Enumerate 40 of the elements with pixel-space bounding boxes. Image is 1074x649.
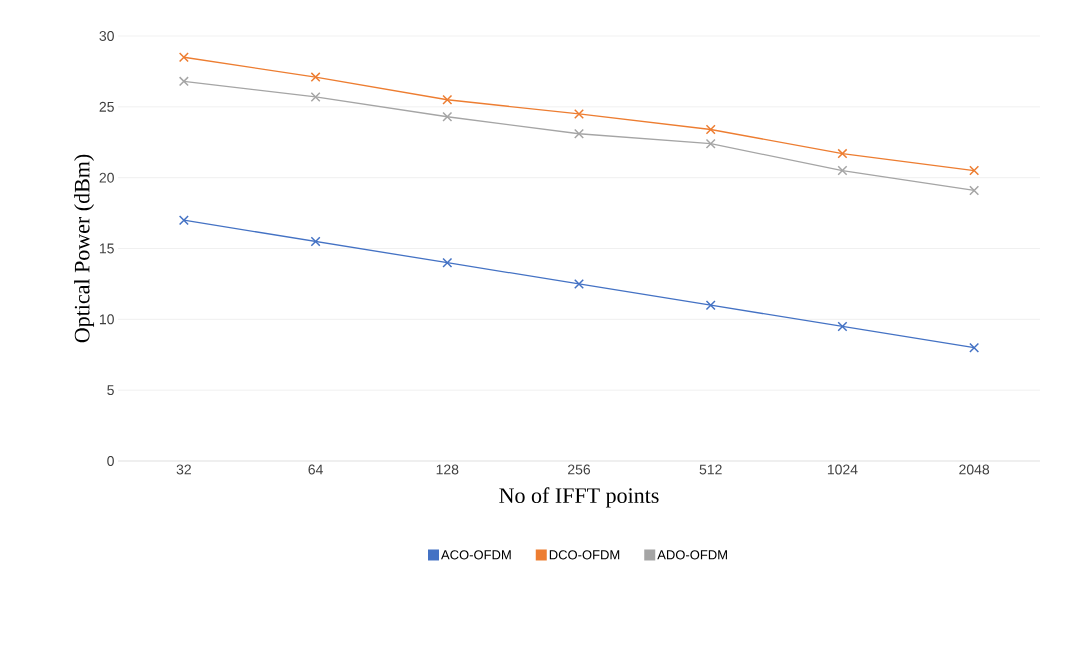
legend-label: ACO-OFDM xyxy=(441,550,511,560)
y-tick-label: 15 xyxy=(99,243,114,254)
y-tick-label: 25 xyxy=(99,101,114,112)
x-tick-label: 1024 xyxy=(827,464,858,475)
point xyxy=(705,300,716,311)
legend-label: ADO-OFDM xyxy=(657,550,727,560)
y-tick-label: 10 xyxy=(99,314,114,325)
x-tick-label: 512 xyxy=(699,464,722,475)
x-axis-title: No of IFFT points xyxy=(499,487,659,508)
point xyxy=(442,94,453,105)
x-tick-label: 256 xyxy=(568,464,591,475)
point xyxy=(178,52,189,63)
point xyxy=(705,138,716,149)
point xyxy=(969,342,980,353)
point xyxy=(442,111,453,122)
point xyxy=(969,165,980,176)
y-tick-label: 20 xyxy=(99,172,114,183)
x-tick-label: 64 xyxy=(308,464,323,475)
point xyxy=(310,72,321,83)
point xyxy=(442,257,453,268)
y-tick-label: 0 xyxy=(107,456,114,466)
x-tick-label: 32 xyxy=(176,464,191,475)
point xyxy=(969,185,980,196)
y-tick-label: 5 xyxy=(107,385,114,396)
point xyxy=(310,91,321,102)
point xyxy=(574,128,584,139)
y-axis-title: Optical Power (dBm) xyxy=(74,154,95,343)
point xyxy=(310,236,321,247)
legend-label: DCO-OFDM xyxy=(549,550,620,560)
x-tick-label: 2048 xyxy=(959,464,990,475)
point xyxy=(837,321,848,332)
x-tick-label: 128 xyxy=(436,464,459,475)
point xyxy=(178,76,189,87)
point xyxy=(178,215,189,226)
point xyxy=(574,278,584,289)
point xyxy=(837,148,848,159)
point xyxy=(837,165,848,176)
point xyxy=(574,108,584,119)
point xyxy=(705,124,716,135)
y-tick-label: 30 xyxy=(99,31,114,41)
